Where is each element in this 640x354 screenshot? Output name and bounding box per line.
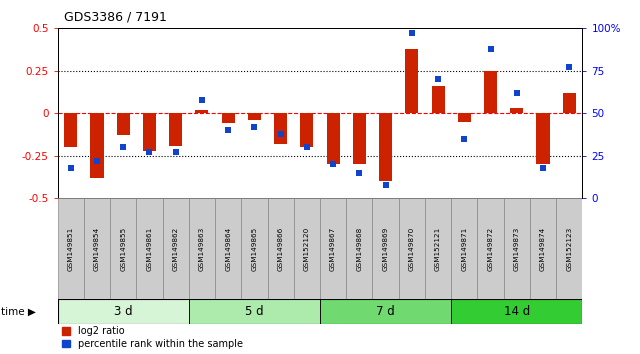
Point [512, 90, 522, 96]
Text: GSM149863: GSM149863 [199, 227, 205, 271]
Text: GSM149871: GSM149871 [461, 227, 467, 271]
Text: GSM149870: GSM149870 [409, 227, 415, 271]
Point [302, 144, 312, 150]
Text: GSM149872: GSM149872 [488, 227, 493, 271]
Point [118, 144, 128, 150]
Point [459, 136, 469, 142]
FancyBboxPatch shape [425, 198, 451, 299]
Point [197, 97, 207, 103]
FancyBboxPatch shape [504, 198, 530, 299]
FancyBboxPatch shape [110, 198, 136, 299]
FancyBboxPatch shape [556, 198, 582, 299]
Point [275, 131, 285, 137]
Point [66, 165, 76, 171]
Bar [379, 113, 392, 181]
FancyBboxPatch shape [346, 198, 372, 299]
FancyBboxPatch shape [241, 198, 268, 299]
Text: GSM149874: GSM149874 [540, 227, 546, 271]
Bar [221, 113, 235, 124]
FancyBboxPatch shape [320, 299, 451, 324]
FancyBboxPatch shape [136, 198, 163, 299]
Text: GSM152121: GSM152121 [435, 227, 441, 271]
Bar [484, 71, 497, 113]
Point [249, 124, 260, 130]
FancyBboxPatch shape [163, 198, 189, 299]
Point [145, 149, 155, 155]
Bar [536, 113, 550, 164]
Point [564, 64, 575, 70]
FancyBboxPatch shape [372, 198, 399, 299]
FancyBboxPatch shape [189, 299, 320, 324]
Text: GSM152123: GSM152123 [566, 227, 572, 271]
FancyBboxPatch shape [320, 198, 346, 299]
Point [92, 158, 102, 164]
Bar [195, 110, 209, 113]
Text: GSM149869: GSM149869 [383, 227, 388, 271]
Bar [169, 113, 182, 145]
FancyBboxPatch shape [294, 198, 320, 299]
FancyBboxPatch shape [477, 198, 504, 299]
Text: GSM149851: GSM149851 [68, 227, 74, 271]
Point [433, 76, 443, 82]
Text: GSM149855: GSM149855 [120, 227, 126, 271]
Point [538, 165, 548, 171]
FancyBboxPatch shape [215, 198, 241, 299]
Bar [143, 113, 156, 151]
FancyBboxPatch shape [451, 299, 582, 324]
Legend: log2 ratio, percentile rank within the sample: log2 ratio, percentile rank within the s… [63, 326, 243, 349]
Text: 7 d: 7 d [376, 305, 395, 318]
Bar [405, 49, 419, 113]
FancyBboxPatch shape [530, 198, 556, 299]
Bar [353, 113, 366, 164]
Text: GDS3386 / 7191: GDS3386 / 7191 [64, 11, 167, 24]
Point [485, 46, 495, 52]
Text: GSM149862: GSM149862 [173, 227, 179, 271]
Text: GSM152120: GSM152120 [304, 227, 310, 271]
Text: GSM149864: GSM149864 [225, 227, 231, 271]
Point [170, 149, 181, 155]
Bar [431, 86, 445, 113]
FancyBboxPatch shape [451, 198, 477, 299]
Text: GSM149866: GSM149866 [278, 227, 284, 271]
FancyBboxPatch shape [268, 198, 294, 299]
Text: GSM149868: GSM149868 [356, 227, 362, 271]
Bar [510, 108, 524, 113]
Text: 3 d: 3 d [114, 305, 132, 318]
Bar [458, 113, 471, 122]
Text: GSM149865: GSM149865 [252, 227, 257, 271]
Point [355, 170, 365, 176]
Text: 5 d: 5 d [245, 305, 264, 318]
FancyBboxPatch shape [189, 198, 215, 299]
Text: GSM149854: GSM149854 [94, 227, 100, 271]
Text: GSM149861: GSM149861 [147, 227, 152, 271]
Bar [64, 113, 77, 147]
Bar [116, 113, 130, 135]
Bar [248, 113, 261, 120]
FancyBboxPatch shape [84, 198, 110, 299]
FancyBboxPatch shape [399, 198, 425, 299]
Text: time ▶: time ▶ [1, 307, 36, 316]
Bar [90, 113, 104, 178]
Bar [563, 93, 576, 113]
Point [328, 161, 339, 167]
Text: 14 d: 14 d [504, 305, 530, 318]
Text: GSM149867: GSM149867 [330, 227, 336, 271]
Bar [300, 113, 314, 147]
Bar [326, 113, 340, 164]
Point [223, 127, 234, 133]
FancyBboxPatch shape [58, 299, 189, 324]
Point [380, 182, 390, 188]
Bar [274, 113, 287, 144]
FancyBboxPatch shape [58, 198, 84, 299]
Text: GSM149873: GSM149873 [514, 227, 520, 271]
Point [407, 30, 417, 36]
